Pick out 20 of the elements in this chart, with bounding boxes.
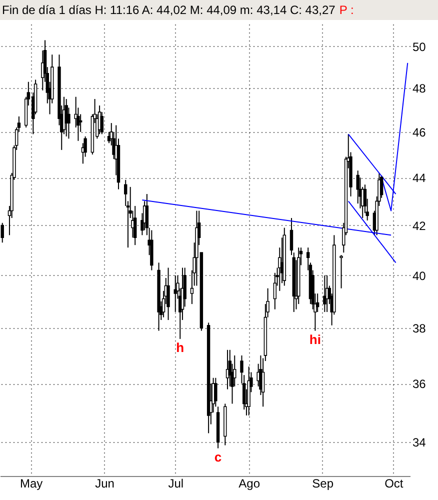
x-tick-label: Ago [238, 476, 260, 490]
x-tick-label: Oct [384, 476, 404, 490]
annotation: c [214, 449, 222, 464]
y-tick-label: 36 [412, 377, 426, 392]
x-tick-label: Jun [95, 476, 114, 490]
x-tick-label: Sep [312, 476, 334, 490]
x-tick-label: Jul [168, 476, 184, 490]
y-tick-label: 46 [412, 125, 426, 140]
annotation: hi [309, 332, 321, 347]
y-tick-label: 48 [412, 82, 426, 96]
y-tick-label: 42 [412, 218, 426, 233]
y-tick-label: 34 [412, 436, 426, 450]
chart-subtitle: P : [339, 3, 354, 17]
x-tick-label: May [20, 476, 43, 490]
annotation: h [176, 340, 184, 355]
y-tick-label: 44 [412, 171, 426, 186]
y-tick-label: 50 [412, 40, 426, 54]
chart-title: Fin de día 1 días H: 11:16 A: 44,02 M: 44,09 m: 43,14 C: 43,27 [2, 3, 336, 17]
y-tick-label: 40 [412, 268, 426, 283]
y-tick-label: 38 [412, 322, 426, 336]
